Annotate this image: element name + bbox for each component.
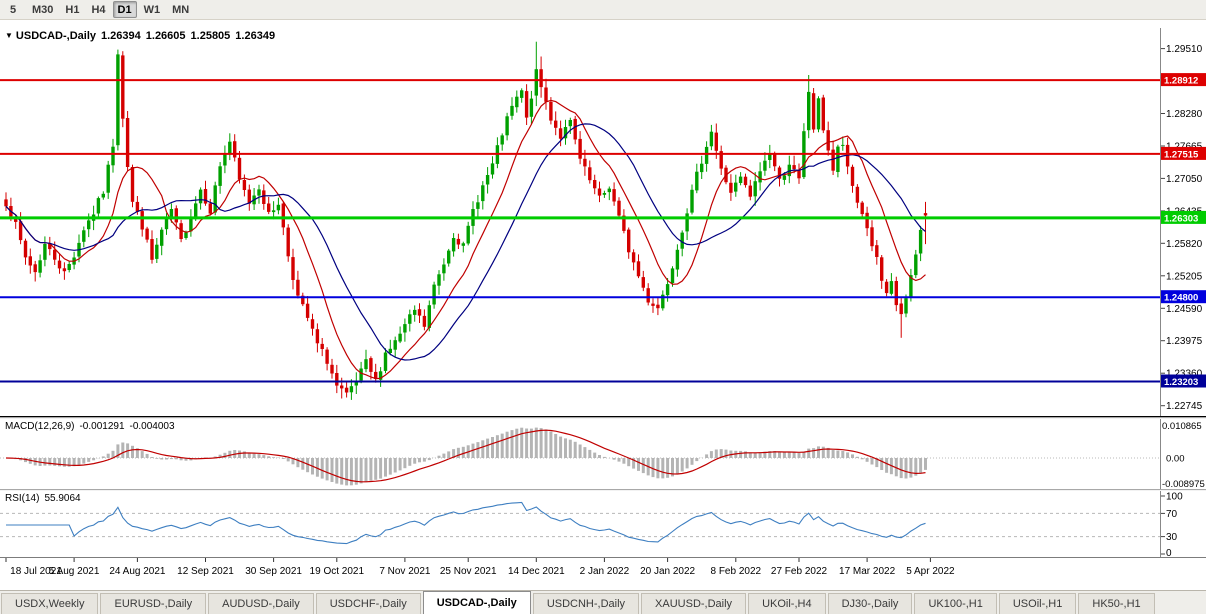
svg-text:1.23203: 1.23203 [1164,377,1198,388]
quote-open: 1.26394 [101,30,141,42]
svg-text:20 Jan 2022: 20 Jan 2022 [640,566,695,577]
svg-text:25 Nov 2021: 25 Nov 2021 [440,566,497,577]
time-axis[interactable]: 18 Jul 2021 5 Aug 2021 24 Aug 2021 12 Sep 2… [0,557,1206,585]
svg-text:30: 30 [1166,532,1178,543]
macd-value-signal: -0.004003 [129,421,175,432]
svg-text:1.27050: 1.27050 [1166,174,1203,185]
timeframe-button-d1[interactable]: D1 [112,1,137,18]
chart-tab-uk100-h1[interactable]: UK100-,H1 [914,593,997,614]
chart-tab-hk50-h1[interactable]: HK50-,H1 [1078,593,1155,614]
timeframe-button-h1[interactable]: H1 [65,3,80,16]
chart-quote-line: ▼ USDCAD-,Daily 1.26394 1.26605 1.25805 1.263… [5,30,280,42]
svg-text:1.28912: 1.28912 [1164,76,1198,87]
chart-tab-dj30-daily[interactable]: DJ30-,Daily [827,593,913,614]
rsi-label: RSI(14) 55.9064 [5,493,86,504]
svg-text:100: 100 [1166,492,1183,503]
rsi-chart-canvas[interactable]: 100 70 30 0 [0,491,1206,557]
macd-chart-canvas[interactable]: 0.010865 0.00 -0.008975 [0,419,1206,489]
svg-text:1.22745: 1.22745 [1166,401,1203,412]
svg-text:1.27515: 1.27515 [1164,149,1199,160]
svg-text:-0.008975: -0.008975 [1162,479,1205,489]
svg-text:1.28280: 1.28280 [1166,109,1203,120]
chart-tab-audusd-daily[interactable]: AUDUSD-,Daily [208,593,314,614]
svg-text:0.010865: 0.010865 [1162,421,1202,432]
svg-text:7 Nov 2021: 7 Nov 2021 [379,566,431,577]
svg-text:1.26303: 1.26303 [1164,213,1198,224]
chart-tab-usdchf-daily[interactable]: USDCHF-,Daily [315,593,421,614]
svg-text:27 Feb 2022: 27 Feb 2022 [771,566,828,577]
price-pane[interactable]: ▼ USDCAD-,Daily 1.26394 1.26605 1.25805 1.263… [0,28,1206,417]
svg-text:1.24800: 1.24800 [1164,293,1198,304]
quote-high: 1.26605 [145,30,186,42]
svg-text:5 Apr 2022: 5 Apr 2022 [906,566,955,577]
svg-text:1.25820: 1.25820 [1166,239,1203,250]
chart-tab-usoil-h1[interactable]: USOil-,H1 [998,593,1077,614]
svg-text:1.23360: 1.23360 [1166,369,1203,380]
macd-value-main: -0.001291 [79,421,125,432]
timeframe-toolbar: 5 M30 H1 H4 D1 W1 MN [0,0,1206,20]
chart-tab-eurusd-daily[interactable]: EURUSD-,Daily [100,593,207,614]
chart-tab-usdx-weekly[interactable]: USDX,Weekly [1,593,99,614]
rsi-name: RSI(14) [5,493,40,504]
svg-text:14 Dec 2021: 14 Dec 2021 [508,566,565,577]
rsi-pane[interactable]: RSI(14) 55.9064 100 70 30 0 [0,491,1206,557]
chart-tabs-bar: USDX,Weekly EURUSD-,Daily AUDUSD-,Daily USD… [0,590,1206,614]
timeframe-button-m30[interactable]: M30 [32,3,54,16]
svg-text:0: 0 [1166,548,1172,557]
macd-label: MACD(12,26,9) -0.001291 -0.004003 [5,421,180,432]
svg-text:5 Aug 2021: 5 Aug 2021 [49,566,100,577]
svg-text:18 Jul 2021: 18 Jul 2021 [10,566,62,577]
svg-text:12 Sep 2021: 12 Sep 2021 [177,566,234,577]
svg-text:30 Sep 2021: 30 Sep 2021 [245,566,302,577]
chart-tab-usdcnh-daily[interactable]: USDCNH-,Daily [532,593,640,614]
svg-text:1.25205: 1.25205 [1166,271,1203,282]
collapse-arrow-icon[interactable]: ▼ [5,31,13,40]
svg-text:17 Mar 2022: 17 Mar 2022 [839,566,896,577]
pane-splitter[interactable] [0,417,1206,419]
svg-text:2 Jan 2022: 2 Jan 2022 [580,566,630,577]
svg-text:19 Oct 2021: 19 Oct 2021 [310,566,365,577]
quote-close: 1.26349 [235,30,276,42]
macd-pane[interactable]: MACD(12,26,9) -0.001291 -0.004003 0.010865… [0,419,1206,489]
svg-text:1.23975: 1.23975 [1166,336,1203,347]
timeframe-button-5[interactable]: 5 [9,3,17,16]
svg-text:8 Feb 2022: 8 Feb 2022 [710,566,761,577]
timeframe-button-w1[interactable]: W1 [143,3,161,16]
timeframe-button-mn[interactable]: MN [172,3,190,16]
chart-tab-ukoil-h4[interactable]: UKOil-,H4 [748,593,826,614]
chart-tab-xauusd-daily[interactable]: XAUUSD-,Daily [641,593,747,614]
svg-text:24 Aug 2021: 24 Aug 2021 [109,566,166,577]
svg-text:1.29510: 1.29510 [1166,44,1203,55]
svg-text:70: 70 [1166,509,1178,520]
chart-tab-usdcad-daily[interactable]: USDCAD-,Daily [422,591,531,614]
pane-splitter[interactable] [0,489,1206,491]
macd-name: MACD(12,26,9) [5,421,75,432]
svg-text:1.24590: 1.24590 [1166,304,1203,315]
svg-text:0.00: 0.00 [1166,454,1185,465]
timeframe-button-h4[interactable]: H4 [91,3,106,16]
price-chart-canvas[interactable]: 1.295101.288951.282801.276651.270501.264… [0,28,1206,417]
symbol-label: USDCAD-,Daily [15,30,96,42]
rsi-value: 55.9064 [44,493,81,504]
quote-low: 1.25805 [190,30,231,42]
